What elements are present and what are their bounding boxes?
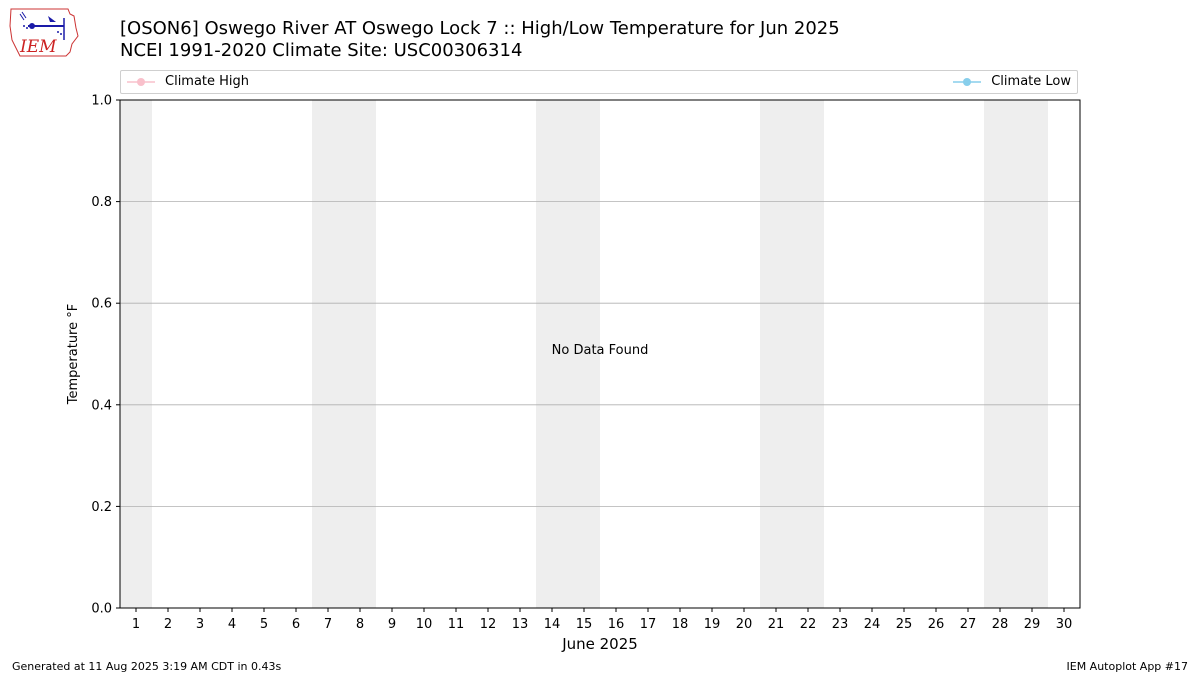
y-tick-label: 0.0 xyxy=(91,602,112,617)
y-tick-label: 0.4 xyxy=(91,398,112,413)
x-tick-label: 3 xyxy=(196,617,204,632)
x-tick-label: 26 xyxy=(928,617,945,632)
x-tick-label: 13 xyxy=(512,617,529,632)
x-tick-label: 28 xyxy=(992,617,1009,632)
x-tick-label: 2 xyxy=(164,617,172,632)
weekend-band xyxy=(312,100,344,608)
x-tick-label: 19 xyxy=(704,617,721,632)
x-tick-label: 27 xyxy=(960,617,977,632)
weekend-band xyxy=(984,100,1016,608)
weekend-band xyxy=(568,100,600,608)
x-tick-label: 5 xyxy=(260,617,268,632)
x-tick-label: 20 xyxy=(736,617,753,632)
x-tick-label: 4 xyxy=(228,617,236,632)
chart-title: [OSON6] Oswego River AT Oswego Lock 7 ::… xyxy=(120,18,840,39)
x-tick-label: 22 xyxy=(800,617,817,632)
iem-logo: IEM xyxy=(8,6,80,62)
x-tick-label: 24 xyxy=(864,617,881,632)
y-axis-label: Temperature °F xyxy=(66,304,81,405)
x-tick-label: 1 xyxy=(132,617,140,632)
weekend-band xyxy=(120,100,152,608)
weekend-band xyxy=(536,100,568,608)
x-tick-label: 11 xyxy=(448,617,465,632)
generated-timestamp: Generated at 11 Aug 2025 3:19 AM CDT in … xyxy=(12,660,282,673)
app-credit: IEM Autoplot App #17 xyxy=(1066,660,1189,673)
legend-item-climate-high: Climate High xyxy=(127,74,249,89)
x-tick-label: 10 xyxy=(416,617,433,632)
x-tick-label: 21 xyxy=(768,617,785,632)
x-tick-label: 12 xyxy=(480,617,497,632)
y-tick-label: 0.6 xyxy=(91,297,112,312)
y-tick-label: 0.2 xyxy=(91,500,112,515)
x-tick-label: 7 xyxy=(324,617,332,632)
legend-label-climate-high: Climate High xyxy=(165,74,250,89)
y-tick-label: 1.0 xyxy=(91,94,112,109)
weekend-band xyxy=(792,100,824,608)
legend: Climate High Climate Low xyxy=(120,70,1078,94)
weekend-band xyxy=(344,100,376,608)
x-tick-label: 23 xyxy=(832,617,849,632)
legend-marker-climate-low xyxy=(953,77,982,86)
x-tick-label: 29 xyxy=(1024,617,1041,632)
y-tick-label: 0.8 xyxy=(91,195,112,210)
x-tick-label: 18 xyxy=(672,617,689,632)
no-data-annotation: No Data Found xyxy=(552,343,649,358)
x-tick-label: 16 xyxy=(608,617,625,632)
legend-item-climate-low: Climate Low xyxy=(953,74,1071,89)
weekend-band xyxy=(760,100,792,608)
x-tick-label: 6 xyxy=(292,617,300,632)
legend-marker-climate-high xyxy=(127,77,155,86)
logo-text: IEM xyxy=(19,37,57,57)
x-tick-label: 14 xyxy=(544,617,561,632)
x-tick-label: 8 xyxy=(356,617,364,632)
x-tick-label: 9 xyxy=(388,617,396,632)
legend-label-climate-low: Climate Low xyxy=(991,74,1071,89)
x-tick-label: 30 xyxy=(1056,617,1073,632)
x-tick-label: 25 xyxy=(896,617,913,632)
x-tick-label: 17 xyxy=(640,617,657,632)
x-tick-label: 15 xyxy=(576,617,593,632)
x-axis-label: June 2025 xyxy=(561,635,638,653)
weekend-band xyxy=(1016,100,1048,608)
chart-subtitle: NCEI 1991-2020 Climate Site: USC00306314 xyxy=(120,40,523,61)
plot-frame xyxy=(119,99,1081,609)
